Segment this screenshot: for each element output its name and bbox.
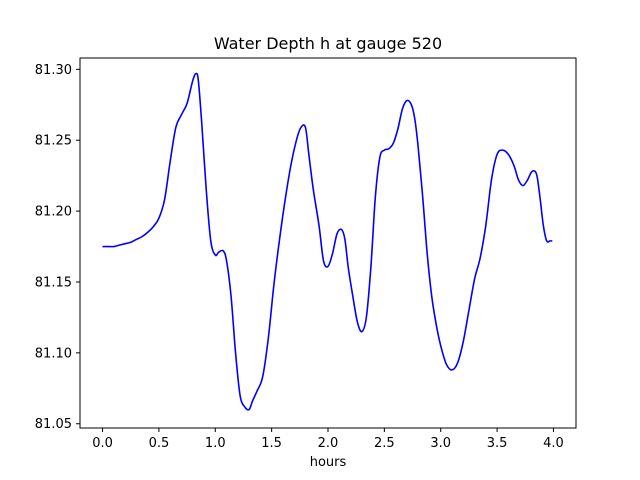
x-axis-ticks: 0.0 0.5 1.0 1.5 2.0 2.5 3.0 3.5 4.0 <box>92 428 564 451</box>
x-tick-label: 1.0 <box>205 436 226 451</box>
plot-frame <box>79 57 577 429</box>
y-tick-label: 81.15 <box>35 275 72 290</box>
x-tick-label: 3.0 <box>430 436 451 451</box>
y-tick-label: 81.30 <box>35 63 72 78</box>
y-tick-label: 81.05 <box>35 417 72 432</box>
series-layer <box>102 72 553 411</box>
y-tick-label: 81.20 <box>35 205 72 220</box>
y-tick-label: 81.10 <box>35 346 72 361</box>
plot-area: 0.0 0.5 1.0 1.5 2.0 2.5 3.0 3.5 4.0 81.0581.1081… <box>35 57 577 451</box>
x-tick-label: 2.0 <box>318 436 339 451</box>
x-tick-label: 0.5 <box>149 436 170 451</box>
x-tick-label: 0.0 <box>92 436 113 451</box>
y-axis-ticks: 81.05 81.10 81.15 81.20 81.25 81.30 <box>35 63 80 432</box>
x-tick-label: 3.5 <box>487 436 508 451</box>
y-tick-label: 81.25 <box>35 134 72 149</box>
series-line <box>102 72 553 411</box>
x-tick-label: 2.5 <box>374 436 395 451</box>
x-tick-label: 4.0 <box>543 436 564 451</box>
x-axis-label: hours <box>310 455 347 470</box>
chart-title: Water Depth h at gauge 520 <box>214 34 442 53</box>
x-tick-label: 1.5 <box>261 436 282 451</box>
